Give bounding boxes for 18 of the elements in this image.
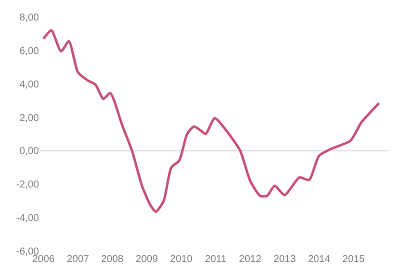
x-tick-label: 2015 [342, 254, 366, 265]
x-tick-label: 2007 [66, 254, 90, 265]
x-tick-label: 2009 [136, 254, 158, 265]
x-tick-label: 2014 [308, 254, 331, 265]
x-tick-label: 2010 [170, 254, 193, 265]
y-tick-label: 6,00 [20, 46, 40, 57]
x-tick-label: 2011 [204, 254, 227, 265]
y-tick-label: 2,00 [20, 112, 40, 124]
y-tick-label: 0,00 [20, 146, 40, 158]
x-tick-label: 2006 [32, 254, 56, 265]
y-tick-label: 4,00 [20, 79, 40, 90]
y-tick-label: -2,00 [16, 180, 40, 191]
x-tick-label: 2012 [239, 254, 262, 265]
x-tick-label: 2013 [274, 254, 296, 265]
x-tick-label: 2008 [101, 254, 124, 265]
line-series [42, 29, 380, 213]
y-tick-label: -4,00 [16, 213, 40, 224]
y-tick-label: 8,00 [20, 12, 40, 24]
